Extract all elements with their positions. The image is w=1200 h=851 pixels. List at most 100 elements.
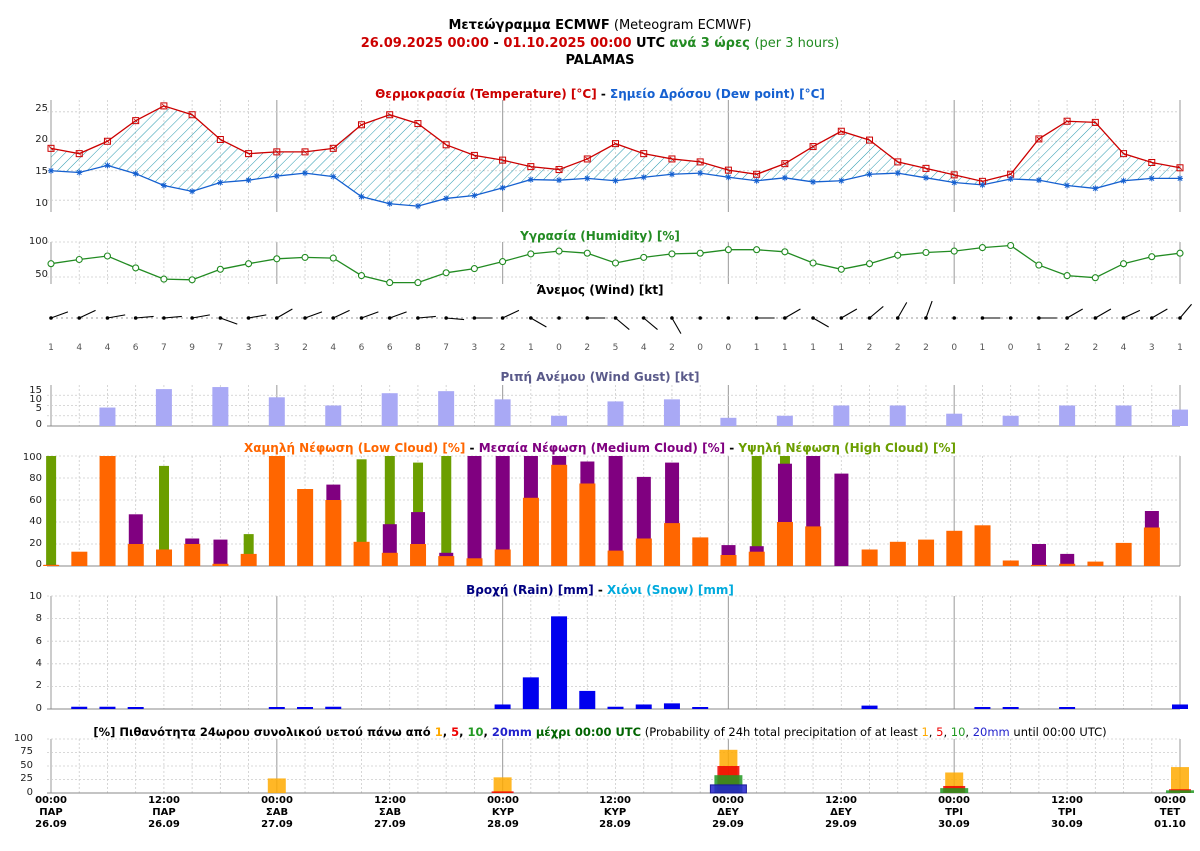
x-caption-day: ΠΑΡ xyxy=(39,807,63,818)
wind-speed-label: 4 xyxy=(76,343,83,353)
wind-speed-label: 4 xyxy=(104,343,111,353)
temperature-point-cross xyxy=(246,151,251,156)
temperature-point xyxy=(894,158,902,166)
date-from: 26.09.2025 00:00 xyxy=(360,36,489,51)
temperature-point xyxy=(950,171,958,179)
temperature-point-cross xyxy=(48,146,54,151)
prob-tick: 100 xyxy=(13,733,33,744)
wind-station-dot xyxy=(726,316,731,320)
cloud-tick: 60 xyxy=(29,495,42,506)
prob-threshold-1: 1 xyxy=(434,725,443,739)
utc-label: UTC xyxy=(636,36,665,51)
step-greek: ανά 3 ώρες xyxy=(669,36,750,51)
temperature-point xyxy=(245,150,253,158)
x-caption-date: 26.09 xyxy=(35,819,67,830)
wind-barb xyxy=(869,306,884,319)
dew-point-marker xyxy=(499,184,506,191)
low-cloud-bar xyxy=(438,556,455,566)
wind-speed-label: 9 xyxy=(189,343,195,353)
gust-tick: 5 xyxy=(35,403,42,414)
low-cloud-bar xyxy=(353,541,370,566)
dew-point-marker xyxy=(48,167,54,174)
humidity-point xyxy=(301,253,309,261)
humidity-point xyxy=(978,244,986,252)
meteogram-title: Μετεώγραμμα ECMWF (Meteogram ECMWF) xyxy=(0,18,1200,34)
title-separator: - xyxy=(593,583,608,597)
wind-barb xyxy=(78,309,96,319)
wind-speed-label: 4 xyxy=(1120,343,1127,353)
x-axis-caption: 00:00 ΚΥΡ 28.09 xyxy=(473,795,533,831)
probability-panel xyxy=(267,749,1194,794)
wind-barb xyxy=(1095,308,1112,319)
wind-speed-label: 8 xyxy=(415,343,421,353)
medium-cloud-title: Μεσαία Νέφωση (Medium Cloud) [%] xyxy=(478,441,726,455)
wind-speed-label: 6 xyxy=(386,343,393,353)
rain-tick: 10 xyxy=(29,591,42,602)
low-cloud-bar xyxy=(466,558,483,566)
wind-speed-label: 3 xyxy=(1148,343,1155,353)
precip-probability-bar xyxy=(491,791,514,793)
wind-station-dot xyxy=(698,316,702,320)
low-cloud-bar xyxy=(325,500,342,566)
humidity-point xyxy=(1091,274,1099,282)
step-english: (per 3 hours) xyxy=(754,36,840,51)
humidity-tick: 50 xyxy=(35,269,48,280)
wind-station-dot xyxy=(557,316,561,320)
low-cloud-bar xyxy=(156,549,173,566)
humidity-point xyxy=(499,258,507,266)
wind-speed-label: 0 xyxy=(951,343,958,353)
x-caption-time: 00:00 xyxy=(35,795,67,806)
high-cloud-title: Υψηλή Νέφωση (High Cloud) [%] xyxy=(738,441,957,455)
temperature-point xyxy=(696,158,704,166)
low-cloud-bar xyxy=(720,555,737,566)
rain-bar xyxy=(297,707,314,709)
cloud-panel xyxy=(43,456,1160,566)
wind-speed-label: 1 xyxy=(753,343,760,353)
probability-panel-title: [%] Πιθανότητα 24ωρου συνολικού υετού πά… xyxy=(0,725,1200,739)
temperature-point-cross xyxy=(951,172,957,178)
wind-speed-label: 7 xyxy=(217,343,224,353)
low-cloud-bar xyxy=(946,530,963,566)
temperature-point xyxy=(499,156,507,164)
gust-tick: 15 xyxy=(29,385,42,396)
medium-cloud-bar xyxy=(608,456,623,566)
precip-probability-bar xyxy=(1171,767,1189,793)
temperature-point xyxy=(724,166,732,174)
low-cloud-bar xyxy=(240,553,257,566)
x-caption-date: 30.09 xyxy=(938,819,970,830)
x-axis-caption: 00:00 ΔΕΥ 29.09 xyxy=(698,795,758,831)
cloud-tick: 100 xyxy=(22,452,42,463)
humidity-point xyxy=(414,279,422,287)
wind-station-dot xyxy=(1008,316,1013,320)
dew-point-marker xyxy=(189,188,196,195)
temperature-point-cross xyxy=(867,137,872,143)
temperature-point xyxy=(357,121,365,129)
wind-barb xyxy=(361,311,379,319)
dew-point-marker xyxy=(866,171,873,178)
humidity-point xyxy=(386,279,394,287)
x-caption-date: 29.09 xyxy=(825,819,857,830)
temperature-point-cross xyxy=(161,103,167,109)
humidity-point xyxy=(753,246,761,254)
dew-point-marker xyxy=(245,177,252,184)
medium-cloud-bar xyxy=(495,456,510,566)
wind-barb xyxy=(135,315,154,319)
rain-bar xyxy=(861,705,878,709)
temperature-point-cross xyxy=(415,121,421,126)
humidity-point xyxy=(47,260,55,268)
wind-barb xyxy=(643,317,658,330)
rain-bar xyxy=(579,690,596,709)
prob-until-english: until 00:00 UTC) xyxy=(1009,725,1107,739)
temp-tick: 15 xyxy=(35,166,48,177)
temperature-point-cross xyxy=(330,146,336,151)
prob-threshold-10: 10 xyxy=(467,725,484,739)
rain-bar xyxy=(1059,707,1076,709)
prob-comma: , xyxy=(483,725,492,739)
precip-probability-bar xyxy=(493,777,512,793)
temp-tick: 25 xyxy=(35,103,48,114)
humidity-point xyxy=(809,259,817,267)
wind-speed-label: 0 xyxy=(697,343,704,353)
low-cloud-bar xyxy=(212,563,229,566)
humidity-point xyxy=(1035,261,1043,269)
temperature-point-cross xyxy=(669,156,675,162)
